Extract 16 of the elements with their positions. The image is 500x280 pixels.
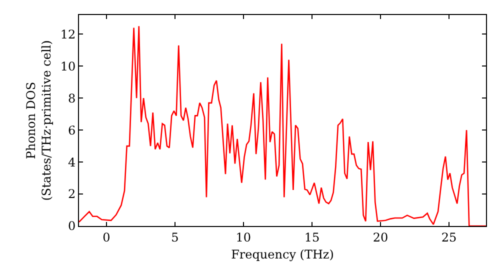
line-series [79,26,486,226]
x-tick-label: 25 [441,230,457,244]
x-axis-title: Frequency (THz) [231,247,334,262]
y-tick-label: 8 [68,91,76,106]
y-tick-label: 2 [68,187,76,202]
x-tick-label: 5 [171,230,179,244]
y-axis-title: Phonon DOS (States/THz·primitive cell) [24,40,54,201]
x-tick-label: 0 [102,230,110,244]
y-tick-label: 12 [60,27,76,42]
y-tick-label: 6 [68,123,76,138]
x-tick-label: 15 [304,230,320,244]
y-tick-label: 10 [60,59,76,74]
y-tick-label: 0 [68,219,76,234]
y-tick-label: 4 [68,155,76,170]
x-tick-label: 10 [236,230,252,244]
x-tick-label: 20 [372,230,388,244]
